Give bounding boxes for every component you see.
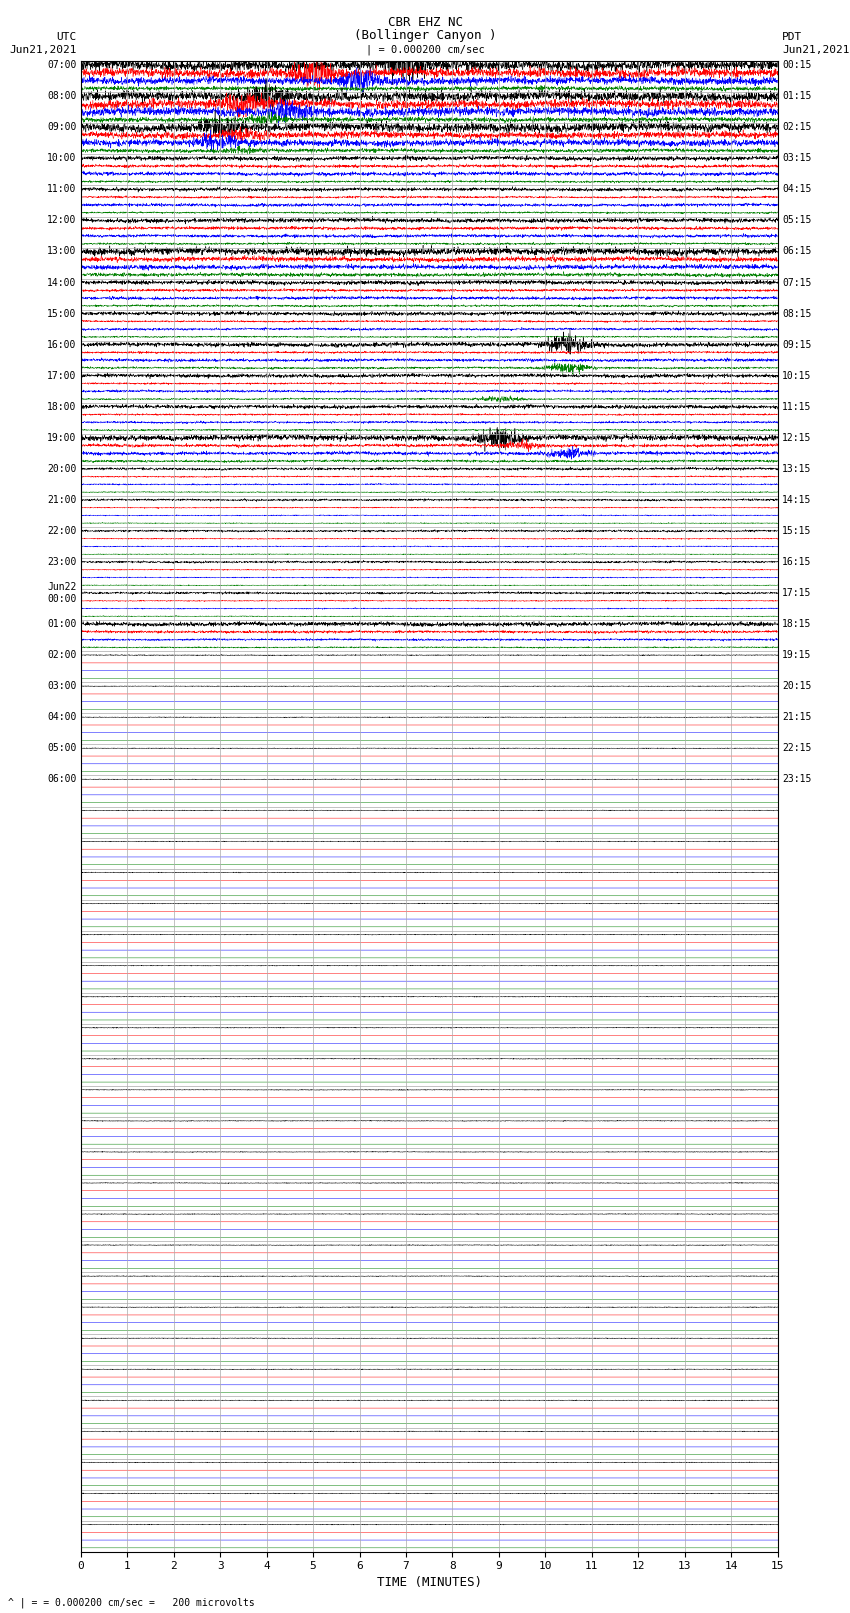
Text: UTC: UTC bbox=[56, 32, 76, 42]
Text: 01:15: 01:15 bbox=[782, 92, 812, 102]
Text: 06:15: 06:15 bbox=[782, 247, 812, 256]
Text: 07:00: 07:00 bbox=[47, 60, 76, 71]
Text: 23:00: 23:00 bbox=[47, 556, 76, 568]
Text: Jun22
00:00: Jun22 00:00 bbox=[47, 582, 76, 603]
Text: 10:15: 10:15 bbox=[782, 371, 812, 381]
Text: 18:00: 18:00 bbox=[47, 402, 76, 411]
Text: 05:00: 05:00 bbox=[47, 744, 76, 753]
Text: 06:00: 06:00 bbox=[47, 774, 76, 784]
Text: 15:00: 15:00 bbox=[47, 308, 76, 319]
Text: 03:00: 03:00 bbox=[47, 681, 76, 692]
Text: 22:15: 22:15 bbox=[782, 744, 812, 753]
Text: 13:00: 13:00 bbox=[47, 247, 76, 256]
Text: 09:15: 09:15 bbox=[782, 340, 812, 350]
Text: 08:15: 08:15 bbox=[782, 308, 812, 319]
Text: 23:15: 23:15 bbox=[782, 774, 812, 784]
Text: 14:15: 14:15 bbox=[782, 495, 812, 505]
Text: 17:15: 17:15 bbox=[782, 589, 812, 598]
Text: 04:15: 04:15 bbox=[782, 184, 812, 195]
Text: Jun21,2021: Jun21,2021 bbox=[9, 45, 76, 55]
Text: 10:00: 10:00 bbox=[47, 153, 76, 163]
Text: 01:00: 01:00 bbox=[47, 619, 76, 629]
Text: 02:15: 02:15 bbox=[782, 123, 812, 132]
Text: 05:15: 05:15 bbox=[782, 216, 812, 226]
Text: 17:00: 17:00 bbox=[47, 371, 76, 381]
Text: 16:15: 16:15 bbox=[782, 556, 812, 568]
Text: 07:15: 07:15 bbox=[782, 277, 812, 287]
Text: 19:00: 19:00 bbox=[47, 432, 76, 444]
Text: 22:00: 22:00 bbox=[47, 526, 76, 536]
Text: CBR EHZ NC: CBR EHZ NC bbox=[388, 16, 462, 29]
Text: 03:15: 03:15 bbox=[782, 153, 812, 163]
Text: PDT: PDT bbox=[782, 32, 802, 42]
Text: 08:00: 08:00 bbox=[47, 92, 76, 102]
Text: (Bollinger Canyon ): (Bollinger Canyon ) bbox=[354, 29, 496, 42]
Text: 12:00: 12:00 bbox=[47, 216, 76, 226]
Text: 13:15: 13:15 bbox=[782, 465, 812, 474]
Text: 15:15: 15:15 bbox=[782, 526, 812, 536]
Text: 19:15: 19:15 bbox=[782, 650, 812, 660]
Text: 11:15: 11:15 bbox=[782, 402, 812, 411]
Text: 11:00: 11:00 bbox=[47, 184, 76, 195]
Text: 18:15: 18:15 bbox=[782, 619, 812, 629]
Text: ^ | = = 0.000200 cm/sec =   200 microvolts: ^ | = = 0.000200 cm/sec = 200 microvolts bbox=[8, 1597, 255, 1608]
Text: 09:00: 09:00 bbox=[47, 123, 76, 132]
Text: 00:15: 00:15 bbox=[782, 60, 812, 71]
Text: | = 0.000200 cm/sec: | = 0.000200 cm/sec bbox=[366, 44, 484, 55]
Text: 16:00: 16:00 bbox=[47, 340, 76, 350]
Text: 12:15: 12:15 bbox=[782, 432, 812, 444]
Text: 14:00: 14:00 bbox=[47, 277, 76, 287]
Text: 02:00: 02:00 bbox=[47, 650, 76, 660]
Text: 21:15: 21:15 bbox=[782, 713, 812, 723]
Text: 21:00: 21:00 bbox=[47, 495, 76, 505]
Text: Jun21,2021: Jun21,2021 bbox=[782, 45, 849, 55]
Text: 04:00: 04:00 bbox=[47, 713, 76, 723]
Text: 20:00: 20:00 bbox=[47, 465, 76, 474]
Text: 20:15: 20:15 bbox=[782, 681, 812, 692]
X-axis label: TIME (MINUTES): TIME (MINUTES) bbox=[377, 1576, 482, 1589]
